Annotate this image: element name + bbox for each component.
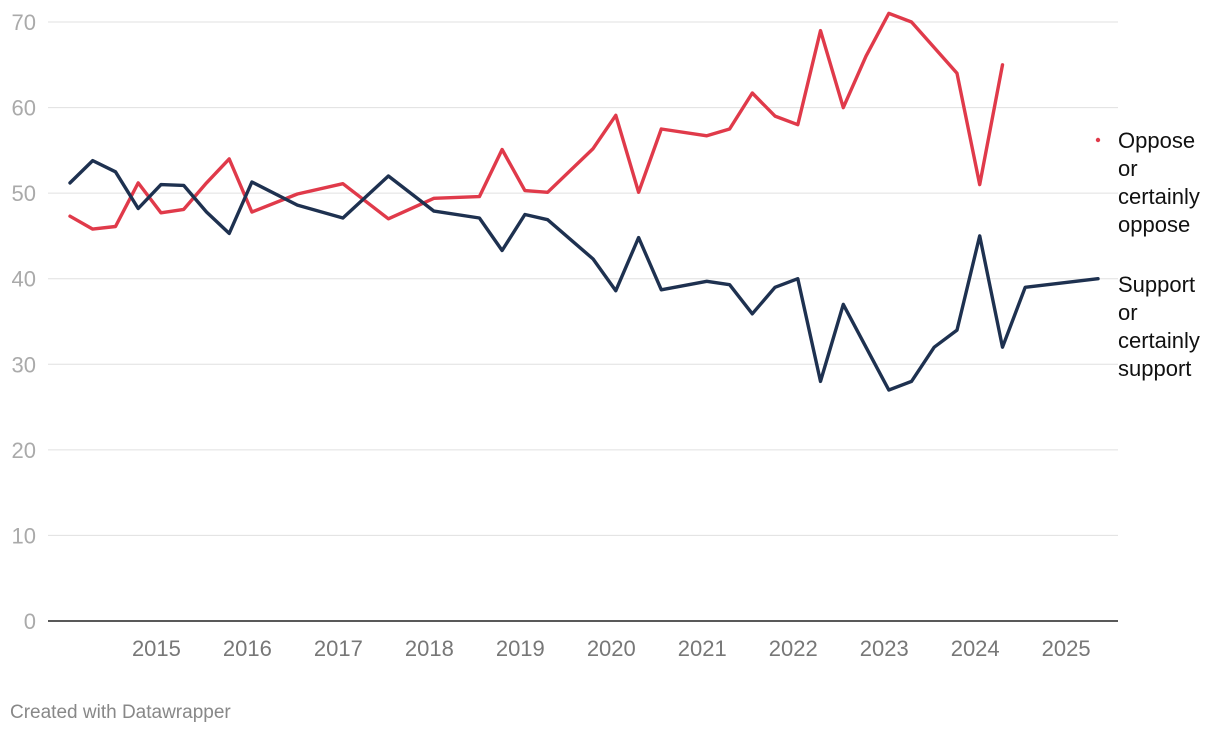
grid-lines [48, 21, 1118, 622]
x-tick-label: 2021 [678, 636, 727, 661]
x-tick-label: 2025 [1042, 636, 1091, 661]
x-tick-label: 2017 [314, 636, 363, 661]
legend-marker [1095, 137, 1101, 143]
legend-label: support [1118, 356, 1191, 381]
legend-label: or [1118, 156, 1138, 181]
y-tick-label: 10 [12, 523, 36, 548]
series-line-support [68, 158, 1100, 392]
y-tick-label: 40 [12, 267, 36, 292]
y-axis-ticks: 0 10 20 30 40 50 60 70 [12, 10, 36, 634]
legend-label: oppose [1118, 212, 1190, 237]
legend-label: certainly [1118, 328, 1200, 353]
legend-label: Support [1118, 272, 1195, 297]
legend-label: or [1118, 300, 1138, 325]
x-tick-label: 2015 [132, 636, 181, 661]
x-tick-label: 2019 [496, 636, 545, 661]
x-axis-ticks: 2015 2016 2017 2018 2019 2020 2021 2022 2023 2024… [132, 636, 1091, 661]
legend-label: certainly [1118, 184, 1200, 209]
series-line-oppose [68, 11, 1005, 231]
x-tick-label: 2018 [405, 636, 454, 661]
x-tick-label: 2023 [860, 636, 909, 661]
y-tick-label: 50 [12, 181, 36, 206]
y-tick-label: 0 [24, 609, 36, 634]
y-tick-label: 30 [12, 352, 36, 377]
x-tick-label: 2024 [951, 636, 1000, 661]
legend-label: Oppose [1118, 128, 1195, 153]
series-lines [68, 11, 1100, 392]
legend: Oppose or certainly oppose Support or certainl… [1095, 128, 1200, 381]
datawrapper-credit: Created with Datawrapper [10, 702, 231, 723]
x-tick-label: 2020 [587, 636, 636, 661]
x-tick-label: 2016 [223, 636, 272, 661]
y-tick-label: 20 [12, 438, 36, 463]
y-tick-label: 60 [12, 96, 36, 121]
y-tick-label: 70 [12, 10, 36, 35]
x-tick-label: 2022 [769, 636, 818, 661]
